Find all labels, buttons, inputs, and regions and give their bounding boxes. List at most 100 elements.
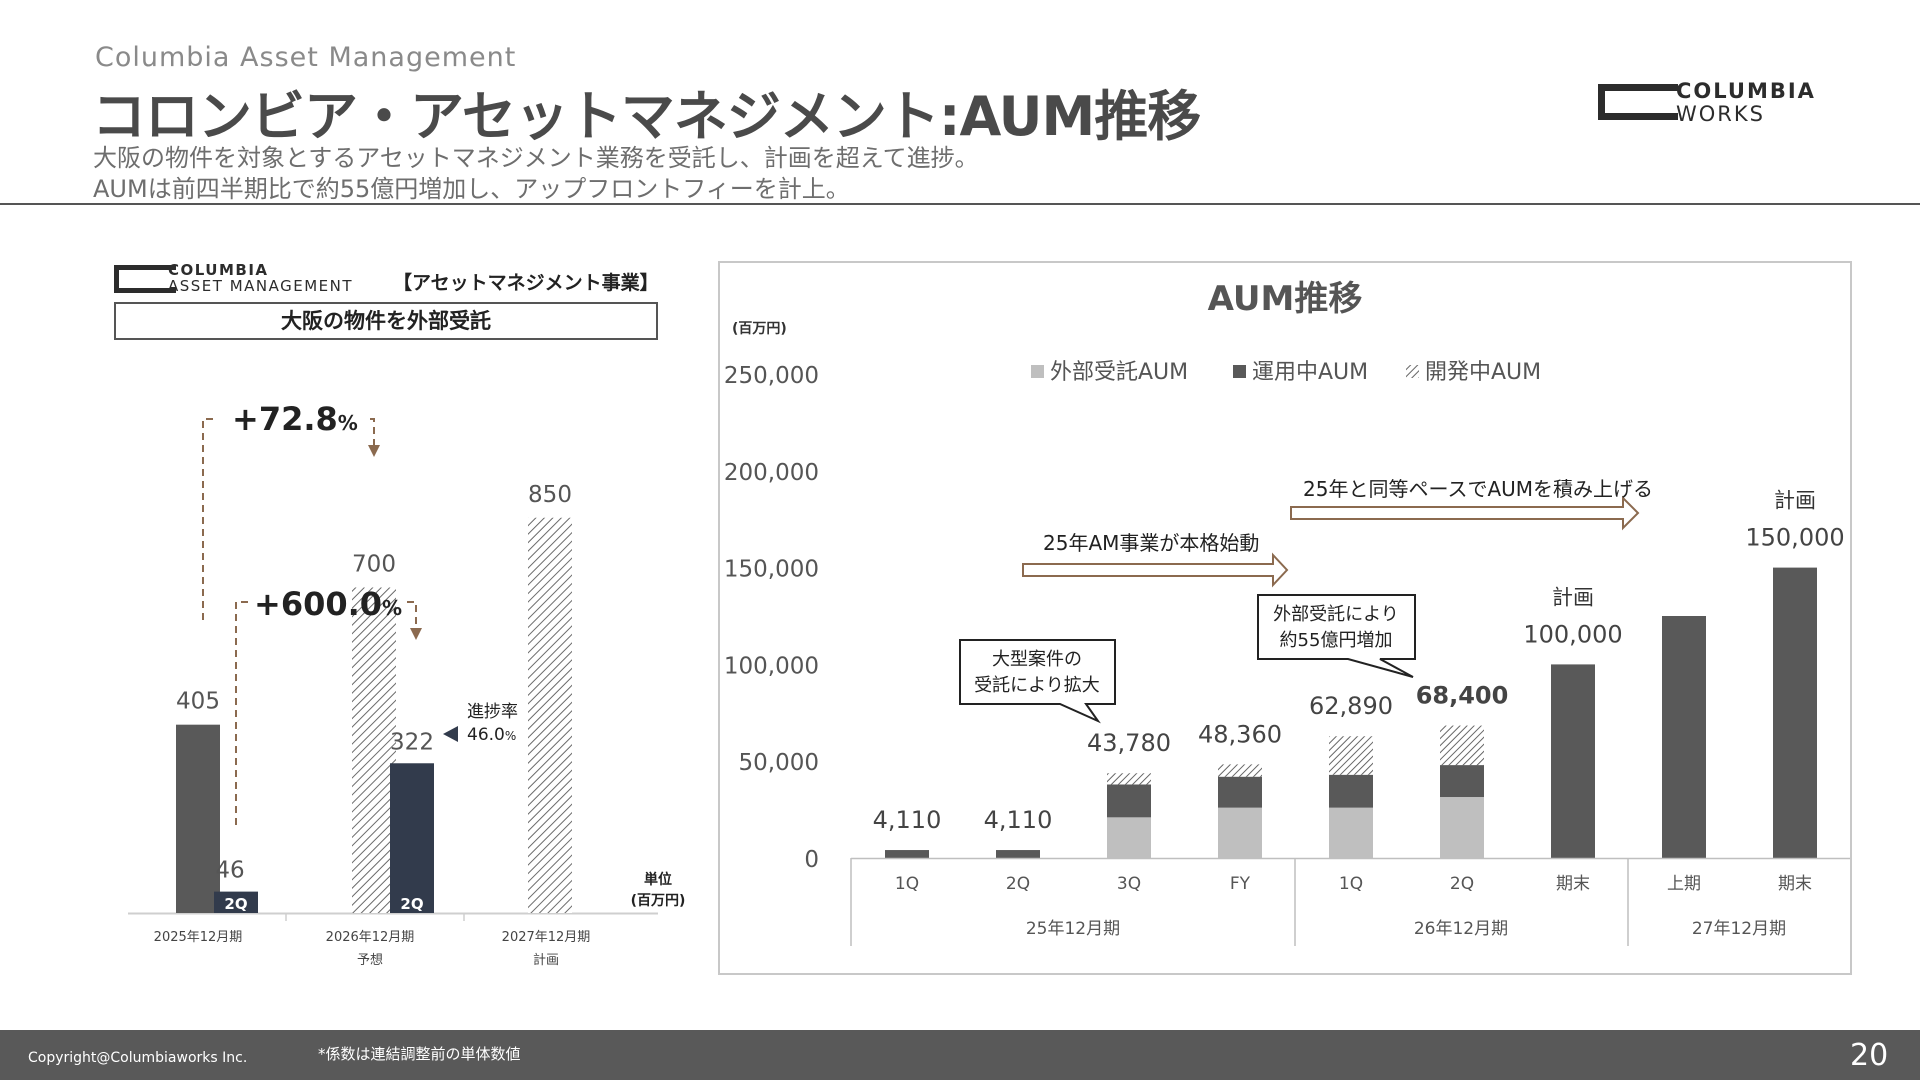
development-aum-bar bbox=[1329, 736, 1373, 775]
progress-number: 46.0 bbox=[467, 725, 505, 745]
growth-bracket-line bbox=[202, 418, 218, 620]
plan-label: 計画 bbox=[1552, 585, 1594, 609]
category-label: 2025年12月期 bbox=[154, 930, 243, 945]
progress-value: 46.0% bbox=[467, 725, 516, 745]
sub-logo-text: COLUMBIA ASSET MANAGEMENT bbox=[168, 262, 353, 294]
growth-bracket-line bbox=[235, 601, 248, 825]
timeline-arrow-icon bbox=[1290, 495, 1640, 531]
full-year-bar bbox=[176, 724, 220, 913]
progress-percent: % bbox=[505, 729, 516, 743]
page-number: 20 bbox=[1850, 1038, 1889, 1073]
page-subtitle: Columbia Asset Management bbox=[95, 42, 517, 73]
x-tick-label: 期末 bbox=[1778, 874, 1812, 894]
legend-swatch bbox=[1031, 365, 1044, 378]
external-aum-bar bbox=[1329, 807, 1373, 858]
operating-aum-bar bbox=[1662, 616, 1706, 858]
sub-logo-bar-bottom bbox=[156, 288, 176, 293]
growth-bracket-line bbox=[370, 418, 375, 445]
legend-label: 開発中AUM bbox=[1425, 360, 1541, 385]
x-tick-label: 期末 bbox=[1556, 874, 1590, 894]
header-divider bbox=[0, 203, 1920, 205]
legend-swatch bbox=[1233, 365, 1246, 378]
category-label: 2026年12月期 bbox=[326, 930, 415, 945]
callout-text: 約55億円増加 bbox=[1280, 630, 1393, 651]
columbia-works-logo: COLUMBIA WORKS bbox=[1598, 80, 1816, 130]
x-group-label: 25年12月期 bbox=[1026, 919, 1120, 939]
columbia-asset-management-logo: COLUMBIA ASSET MANAGEMENT bbox=[114, 262, 354, 296]
full-year-bar bbox=[352, 587, 396, 913]
operating-aum-bar bbox=[996, 850, 1040, 858]
plan-label: 計画 bbox=[1774, 489, 1816, 513]
section-tag: 【アセットマネジメント事業】 bbox=[393, 272, 659, 294]
aum-chart: AUM推移 (百万円) 0 50,000 100,000 150,000 200,000 25… bbox=[724, 279, 1850, 946]
footer-note: *係数は連結調整前の単体数値 bbox=[318, 1045, 521, 1063]
growth-full-year-text: +72.8% bbox=[232, 400, 358, 438]
legend-label: 運用中AUM bbox=[1252, 360, 1368, 385]
development-aum-bar bbox=[1107, 773, 1151, 785]
external-aum-bar bbox=[1440, 797, 1484, 858]
q2-bar bbox=[390, 763, 434, 913]
category-label: 2027年12月期 bbox=[502, 930, 591, 945]
arrow-label: 25年と同等ペースでAUMを積み上げる bbox=[1303, 477, 1653, 501]
operating-aum-bar bbox=[885, 850, 929, 858]
external-aum-bar bbox=[1218, 807, 1262, 858]
y-tick-label: 150,000 bbox=[724, 557, 819, 583]
q2-bar bbox=[214, 891, 258, 913]
category-sub-label: 計画 bbox=[533, 952, 559, 968]
unit-label: 単位 bbox=[644, 871, 672, 888]
progress-label: 進捗率 bbox=[467, 702, 518, 722]
y-tick-label: 0 bbox=[804, 847, 819, 873]
total-label: 62,890 bbox=[1309, 692, 1393, 720]
sub-logo-bar-top bbox=[156, 265, 176, 270]
full-year-bar bbox=[528, 517, 572, 913]
growth-percent-sign: % bbox=[382, 596, 402, 620]
q2-bar-tag: 2Q bbox=[224, 895, 247, 913]
callout-text: 外部受託により bbox=[1273, 604, 1399, 625]
operating-aum-bar bbox=[1329, 774, 1373, 808]
x-group-label: 26年12月期 bbox=[1414, 919, 1508, 939]
growth-percent-sign: % bbox=[338, 411, 358, 435]
total-label: 43,780 bbox=[1087, 729, 1171, 757]
total-label: 150,000 bbox=[1745, 524, 1844, 552]
development-aum-bar bbox=[1218, 764, 1262, 777]
operating-aum-bar bbox=[1440, 765, 1484, 798]
logo-text: COLUMBIA WORKS bbox=[1676, 80, 1816, 126]
page-description: 大阪の物件を対象とするアセットマネジメント業務を受託し、計画を超えて進捗。 AU… bbox=[93, 143, 979, 205]
x-tick-label: 1Q bbox=[1339, 874, 1363, 894]
external-aum-bar bbox=[1107, 817, 1151, 858]
operating-aum-bar bbox=[1107, 784, 1151, 818]
total-label: 68,400 bbox=[1416, 682, 1509, 710]
logo-bracket-icon bbox=[1598, 84, 1660, 120]
unit-label-sub: (百万円) bbox=[631, 893, 686, 909]
total-label: 48,360 bbox=[1198, 720, 1282, 748]
sub-logo-line-1: COLUMBIA bbox=[168, 261, 269, 279]
logo-line-2: WORKS bbox=[1676, 102, 1765, 126]
page-title: コロンビア・アセットマネジメント:AUM推移 bbox=[92, 85, 1201, 148]
timeline-arrow-icon bbox=[1022, 552, 1289, 588]
x-tick-label: 上期 bbox=[1667, 874, 1701, 894]
legend-swatch bbox=[1406, 365, 1419, 378]
growth-q2-text: +600.0% bbox=[254, 585, 402, 623]
x-tick-label: FY bbox=[1230, 874, 1251, 894]
callout-text: 大型案件の bbox=[992, 649, 1082, 670]
growth-arrow-head bbox=[410, 628, 422, 640]
x-tick-label: 2Q bbox=[1450, 874, 1474, 894]
x-tick-label: 2Q bbox=[1006, 874, 1030, 894]
y-tick-label: 100,000 bbox=[724, 653, 819, 679]
y-tick-label: 50,000 bbox=[739, 750, 819, 776]
sub-logo-line-2: ASSET MANAGEMENT bbox=[168, 277, 354, 295]
logo-bar-bottom bbox=[1654, 113, 1678, 120]
growth-value: +72.8 bbox=[232, 400, 338, 438]
operating-aum-bar bbox=[1773, 567, 1817, 858]
full-year-bar-label: 405 bbox=[176, 689, 220, 715]
footer-bar bbox=[0, 1030, 1920, 1080]
footer-copyright: Copyright@Columbiaworks Inc. bbox=[28, 1050, 248, 1066]
x-tick-label: 3Q bbox=[1117, 874, 1141, 894]
total-label: 4,110 bbox=[873, 806, 942, 834]
full-year-bar-label: 700 bbox=[352, 552, 396, 578]
total-label: 100,000 bbox=[1523, 620, 1622, 648]
aum-chart-body: AUM推移 (百万円) 0 50,000 100,000 150,000 200,000 25… bbox=[724, 279, 1850, 946]
sub-logo-bracket-icon bbox=[114, 265, 160, 293]
